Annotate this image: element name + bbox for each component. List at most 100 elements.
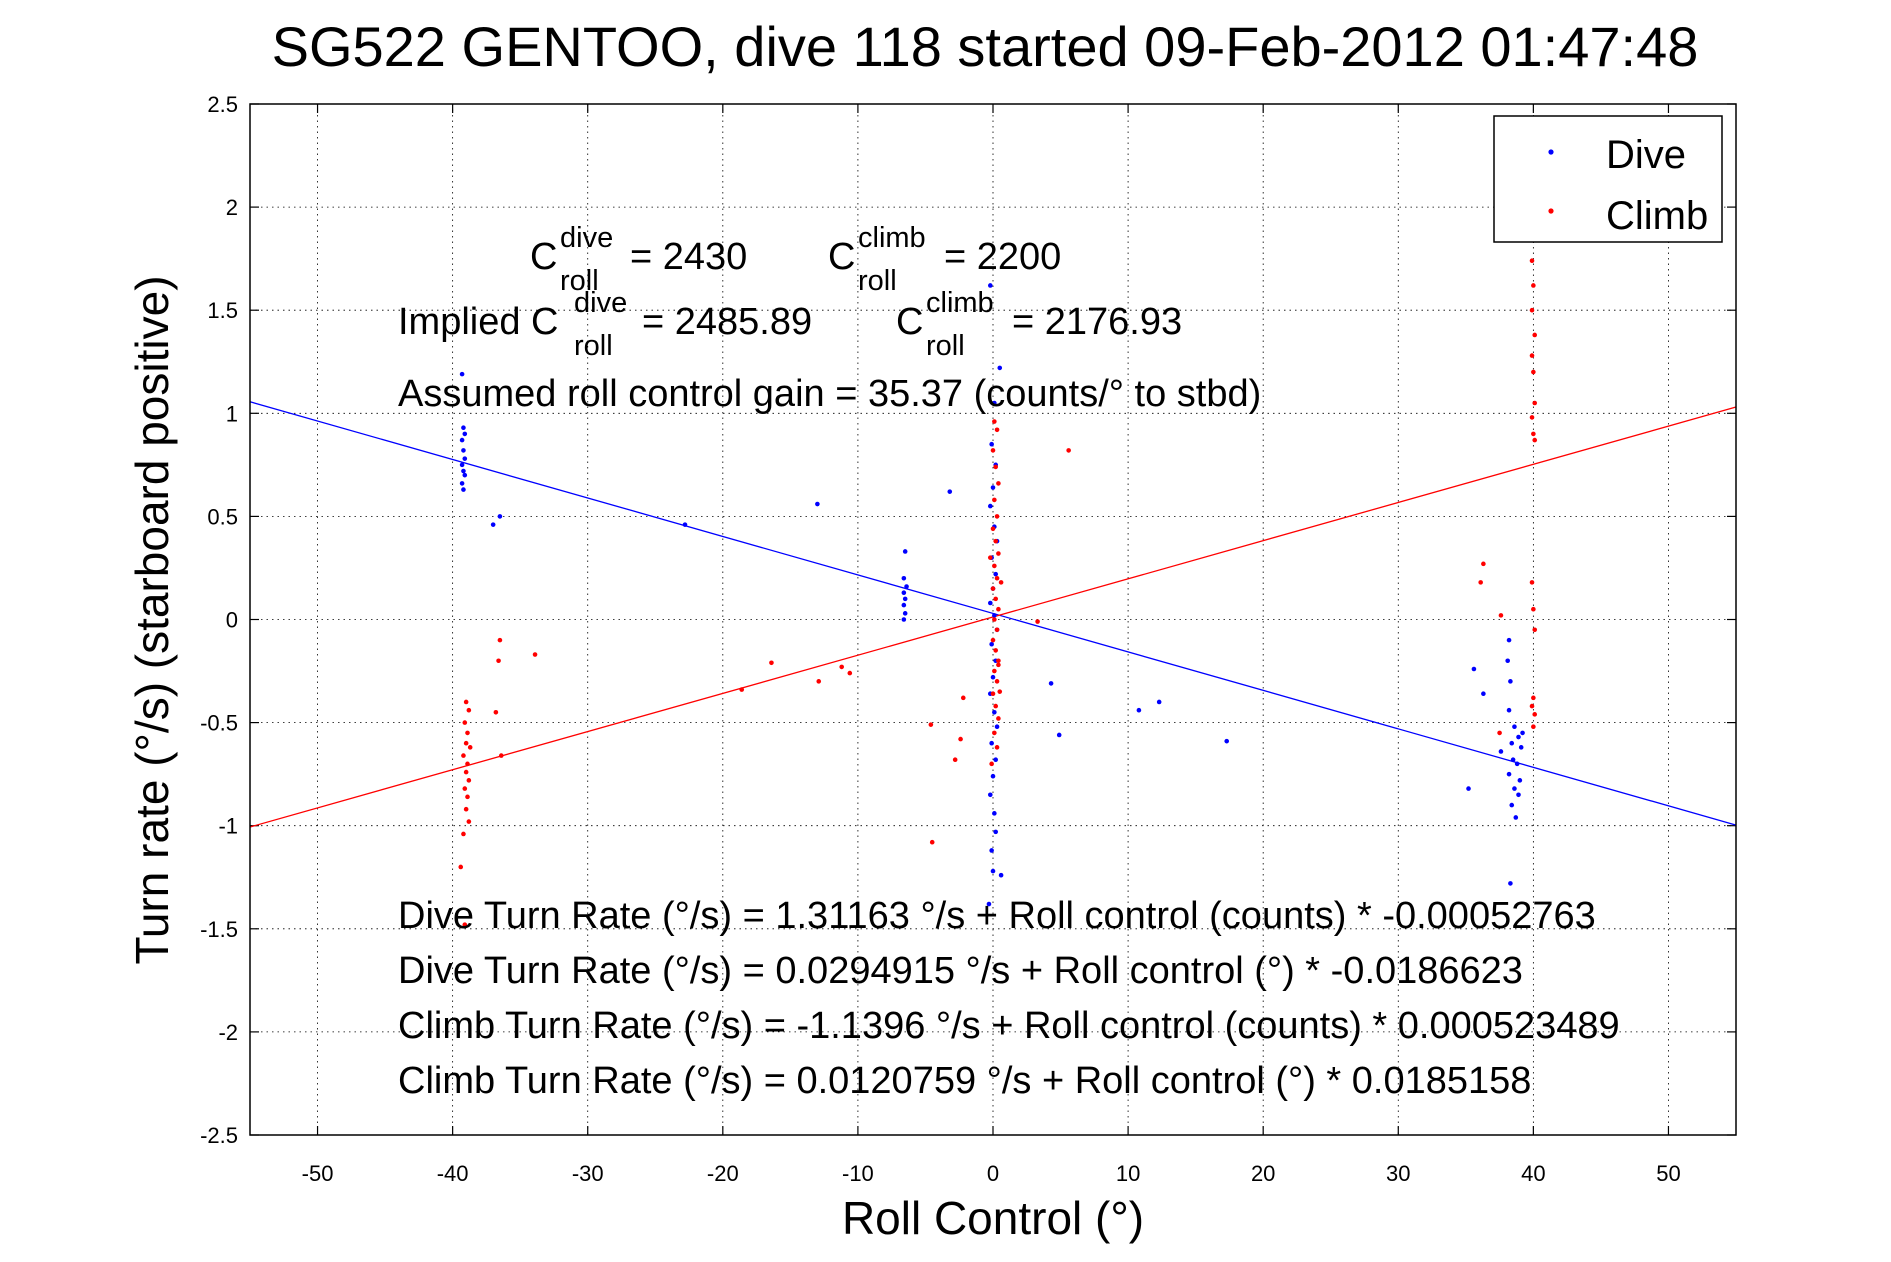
dive-point [1505,658,1510,664]
climb-point [1529,258,1535,264]
climb-point [990,637,996,643]
dive-point [904,584,909,589]
climb-point [994,627,1000,633]
dive-point [1506,771,1512,777]
dive-point [461,487,466,492]
c-roll-dive-base: C [530,236,557,278]
climb-point [839,664,844,670]
dive-point [990,773,996,779]
climb-point [1035,619,1040,624]
climb-point [1529,415,1535,420]
dive-point [1518,745,1524,750]
y-axis-label: Turn rate (°/s) (starboard positive) [126,275,178,964]
climb-point [466,778,472,783]
climb-point [958,736,963,742]
dive-point [459,462,465,468]
x-tick-label: 20 [1251,1161,1275,1186]
dive-point [992,400,997,406]
dive-point [1509,740,1515,746]
chart-title: SG522 GENTOO, dive 118 started 09-Feb-20… [272,15,1699,78]
climb-point [952,757,958,763]
legend-climb-label: Climb [1606,194,1708,238]
implied-climb-sub: roll [926,330,965,362]
climb-point [739,687,745,692]
x-tick-label: 50 [1656,1161,1680,1186]
dive-point [462,431,468,437]
legend-dive-marker [1548,149,1554,155]
climb-point [993,648,999,653]
dive-point [993,571,999,577]
dive-point [993,829,999,835]
y-tick-label: 0.5 [207,504,238,529]
dive-point [989,641,994,647]
climb-point [769,660,774,666]
climb-point [993,703,999,709]
climb-point [993,596,999,602]
dive-point [1520,730,1525,736]
dive-point [1506,637,1512,643]
climb-point [1478,580,1483,585]
dive-point [1513,815,1519,820]
x-tick-label: -20 [707,1161,739,1186]
implied-dive-sub: roll [574,330,613,362]
climb-point [994,427,1000,433]
climb-point [1481,561,1486,567]
dive-point [990,485,996,490]
legend-climb-marker [1548,208,1554,214]
dive-point [989,848,994,853]
fit-equations: Dive Turn Rate (°/s) = 1.31163 °/s + Rol… [398,895,1620,1102]
climb-point [996,481,1001,486]
climb-point [466,707,472,713]
implied-dive-value: = 2485.89 [642,301,812,343]
dive-fit-line [249,401,1737,826]
x-axis-label: Roll Control (°) [842,1192,1144,1244]
x-tick-label: -10 [842,1161,874,1186]
y-tick-label: 2 [226,195,238,220]
y-tick-label: -1 [218,814,238,839]
dive-point [990,674,996,680]
climb-point [465,730,470,736]
dive-point [461,425,466,431]
climb-point [847,670,853,676]
gain-annotation: Assumed roll control gain = 35.37 (count… [398,373,1261,415]
climb-point [996,606,1001,612]
dive-point [1512,786,1517,791]
y-tick-label: 2.5 [207,92,238,117]
climb-point [1531,283,1536,288]
climb-point [498,753,504,758]
dive-point [989,441,994,447]
dive-point [902,596,908,602]
dive-point [462,472,468,478]
dive-point [1516,734,1521,740]
climb-point [990,448,996,453]
climb-point [465,761,470,767]
climb-point [992,497,997,503]
dive-point [459,437,465,443]
dive-point [992,811,997,816]
y-tick-label: 0 [226,608,238,633]
climb-point [1532,437,1538,443]
dive-point [461,468,466,474]
c-roll-climb-value: = 2200 [944,236,1061,278]
climb-point [465,794,470,800]
x-tick-label: 0 [987,1161,999,1186]
climb-point [929,839,935,845]
climb-point [996,658,1001,664]
dive-point [1156,699,1162,705]
plot-frame [249,103,1737,1136]
climb-point [463,769,469,775]
dive-point [947,489,953,494]
c-roll-climb-annotation: C climb roll = 2200 [828,222,1061,297]
climb-point [960,695,966,701]
implied-dive-sup: dive [574,287,627,319]
x-tick-label: 40 [1521,1161,1545,1186]
c-roll-dive-annotation: C dive roll = 2430 [530,222,747,297]
climb-point [462,922,468,927]
dive-point [1506,707,1512,713]
dive-point [987,283,993,288]
climb-point [458,864,464,870]
climb-point [1531,431,1536,437]
climb-point [1529,580,1535,585]
climb-point [532,652,538,657]
implied-prefix: Implied C [398,301,559,343]
